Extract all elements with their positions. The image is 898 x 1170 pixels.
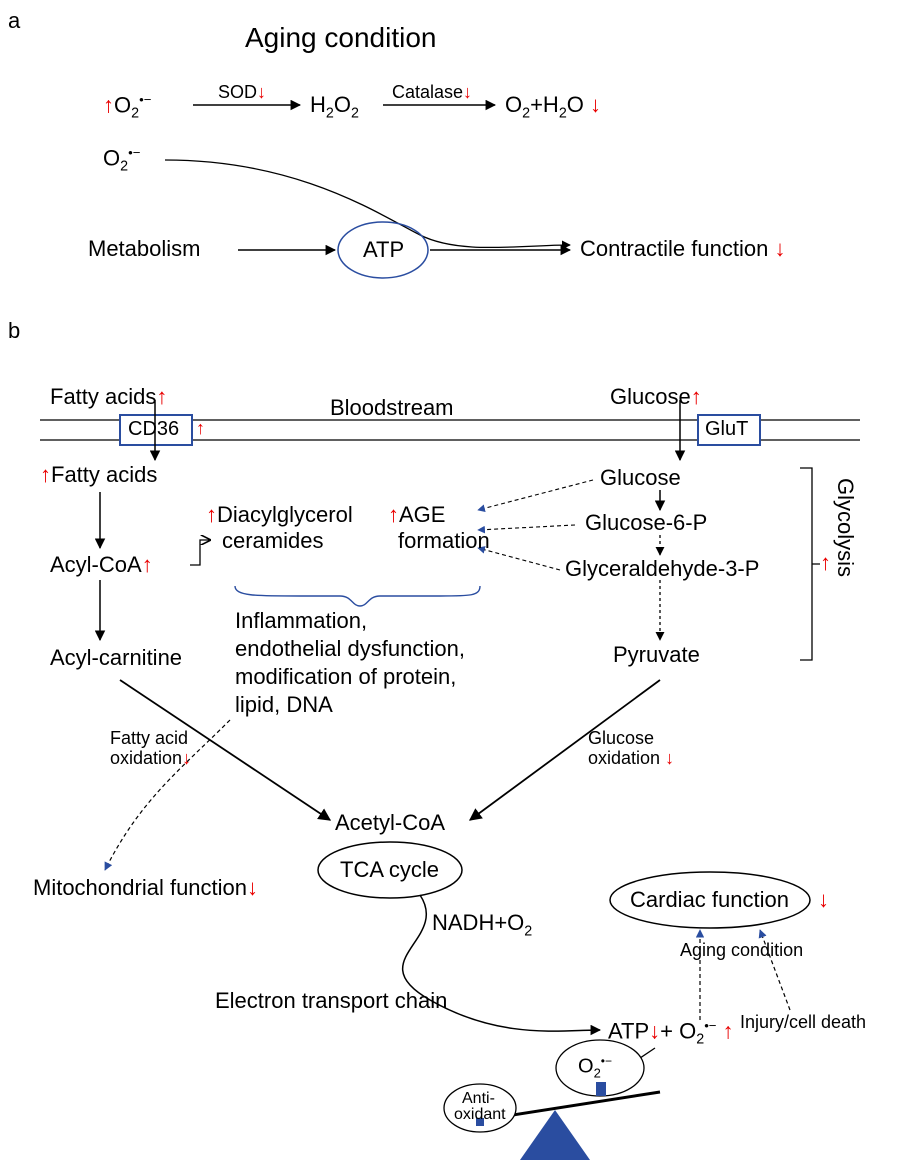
sod-label: SOD↓ <box>218 82 266 103</box>
diacylglycerol: ↑Diacylglycerol <box>206 502 353 528</box>
brace-txt2: endothelial dysfunction, <box>235 636 555 662</box>
glu-ox2: oxidation ↓ <box>588 748 674 769</box>
o2rad-row1: ↑O2•− <box>103 92 151 122</box>
brace-txt4: lipid, DNA <box>235 692 555 718</box>
acyl-carnitine: Acyl-carnitine <box>50 645 182 671</box>
fatty-acids-top: Fatty acids↑ <box>50 384 167 410</box>
fa-ox2: oxidation↓ <box>110 748 191 769</box>
bloodstream-label: Bloodstream <box>330 395 454 421</box>
atp-o2rad: ATP↓+ O2•− ↑ <box>608 1018 734 1048</box>
cardiac-fn-dn: ↓ <box>818 887 829 913</box>
metabolism: Metabolism <box>88 236 200 262</box>
cd36-box-label: CD36 <box>128 418 179 441</box>
h2o2: H2O2 <box>310 92 359 121</box>
cardiac-fn: Cardiac function <box>630 887 789 913</box>
injury: Injury/cell death <box>740 1012 866 1033</box>
catalase-label: Catalase↓ <box>392 82 472 103</box>
fa-ox1: Fatty acid <box>110 728 188 749</box>
cd36-up: ↑ <box>196 418 205 439</box>
gap: Glyceraldehyde-3-P <box>565 556 759 582</box>
contractile: Contractile function ↓ <box>580 236 785 262</box>
fatty-acids-below: ↑Fatty acids <box>40 462 157 488</box>
glycolysis-vert: Glycolysis <box>832 478 858 577</box>
mito-fn: Mitochondrial function↓ <box>33 875 258 901</box>
antiox2: oxidant <box>454 1106 506 1124</box>
panel-a-letter: a <box>8 8 20 34</box>
etc: Electron transport chain <box>215 988 447 1014</box>
acyl-coa: Acyl-CoA↑ <box>50 552 153 578</box>
glycolysis-up: ↑ <box>820 550 831 576</box>
glu-ox1: Glucose <box>588 728 654 749</box>
ceramides: ceramides <box>222 528 323 554</box>
panel-b-letter: b <box>8 318 20 344</box>
aging-cond-b: Aging condition <box>680 940 803 961</box>
g6p: Glucose-6-P <box>585 510 707 536</box>
age-formation2: formation <box>398 528 490 554</box>
acetyl-coa: Acetyl-CoA <box>335 810 445 836</box>
glucose-top: Glucose↑ <box>610 384 702 410</box>
tca: TCA cycle <box>340 857 439 883</box>
o2h2o: O2+H2O ↓ <box>505 92 601 121</box>
nadh-o2: NADH+O2 <box>432 910 532 939</box>
panel-a-title: Aging condition <box>245 22 436 54</box>
glucose-below: Glucose <box>600 465 681 491</box>
age-formation: ↑AGE <box>388 502 445 528</box>
pyruvate: Pyruvate <box>613 642 700 668</box>
brace-txt3: modification of protein, <box>235 664 555 690</box>
atp-a: ATP <box>363 237 404 263</box>
glut-box-label: GluT <box>705 418 748 441</box>
o2rad-scale: O2•− <box>578 1054 612 1081</box>
brace-txt1: Inflammation, <box>235 608 535 634</box>
o2rad-row2: O2•− <box>103 145 140 175</box>
